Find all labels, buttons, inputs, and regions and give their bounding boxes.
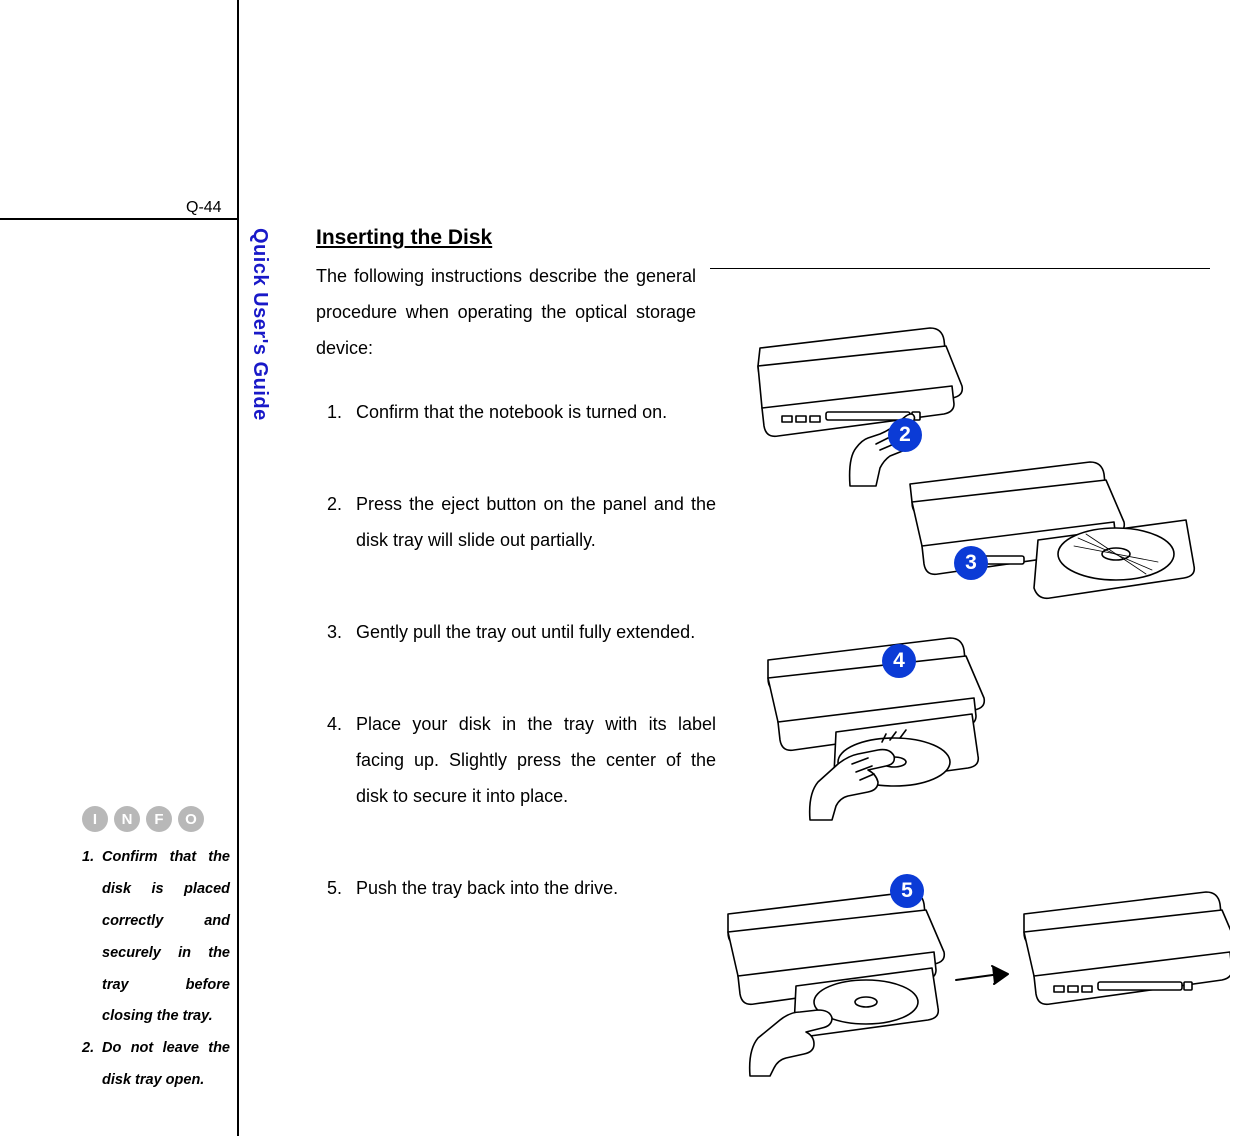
step-text: Gently pull the tray out until fully ext… (356, 614, 716, 650)
step-item: 3. Gently pull the tray out until fully … (316, 614, 716, 650)
step-number: 1. (316, 394, 356, 430)
step-text: Push the tray back into the drive. (356, 870, 716, 906)
laptop-tray-out-icon (900, 434, 1200, 624)
figure-step-3 (900, 434, 1200, 624)
intro-text: The following instructions describe the … (316, 258, 696, 366)
step-badge-4: 4 (882, 644, 916, 678)
info-icons: I N F O (82, 806, 230, 832)
horizontal-rule (0, 218, 237, 220)
page-number: Q-44 (186, 199, 222, 217)
step-badge-5: 5 (890, 874, 924, 908)
step-text: Confirm that the notebook is turned on. (356, 394, 716, 430)
step-badge-3: 3 (954, 546, 988, 580)
note-item: 1. Confirm that the disk is placed corre… (82, 842, 230, 1033)
step-number: 3. (316, 614, 356, 650)
note-number: 2. (82, 1033, 102, 1097)
note-text: Confirm that the disk is placed correctl… (102, 842, 230, 1033)
side-label: Quick User's Guide (248, 228, 271, 421)
illustrations: 2 3 4 5 (710, 254, 1250, 1124)
info-notes: 1. Confirm that the disk is placed corre… (82, 842, 230, 1097)
step-number: 5. (316, 870, 356, 906)
note-number: 1. (82, 842, 102, 1033)
step-item: 1. Confirm that the notebook is turned o… (316, 394, 716, 430)
info-block: I N F O 1. Confirm that the disk is plac… (82, 806, 230, 1097)
info-icon: N (114, 806, 140, 832)
info-icon: F (146, 806, 172, 832)
illustration-top-rule (710, 268, 1210, 269)
note-text: Do not leave the disk tray open. (102, 1033, 230, 1097)
step-badge-2: 2 (888, 418, 922, 452)
note-item: 2. Do not leave the disk tray open. (82, 1033, 230, 1097)
step-item: 4. Place your disk in the tray with its … (316, 706, 716, 814)
steps-list: 1. Confirm that the notebook is turned o… (316, 394, 716, 906)
laptop-push-tray-icon (710, 862, 1230, 1082)
laptop-place-disc-icon (740, 614, 1000, 824)
step-text: Press the eject button on the panel and … (356, 486, 716, 558)
section-title: Inserting the Disk (316, 226, 1016, 250)
step-item: 2. Press the eject button on the panel a… (316, 486, 716, 558)
info-icon: I (82, 806, 108, 832)
vertical-rule (237, 0, 239, 1136)
figure-step-4 (740, 614, 1000, 824)
step-number: 4. (316, 706, 356, 814)
step-text: Place your disk in the tray with its lab… (356, 706, 716, 814)
figure-step-5 (710, 862, 1230, 1082)
info-icon: O (178, 806, 204, 832)
step-number: 2. (316, 486, 356, 558)
step-item: 5. Push the tray back into the drive. (316, 870, 716, 906)
